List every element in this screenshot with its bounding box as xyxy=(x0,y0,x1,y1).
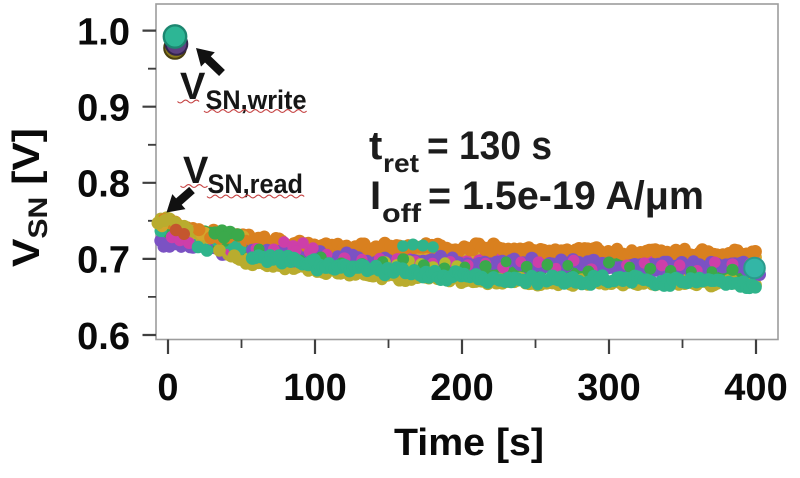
svg-text:400: 400 xyxy=(724,367,787,409)
svg-text:I: I xyxy=(370,174,381,218)
svg-text:1.0: 1.0 xyxy=(77,11,130,53)
svg-text:300: 300 xyxy=(577,367,640,409)
svg-text:0.6: 0.6 xyxy=(77,316,130,358)
svg-text:= 130 s: = 130 s xyxy=(427,124,552,168)
svg-text:t: t xyxy=(369,124,382,168)
svg-text:VSN [V]: VSN [V] xyxy=(6,128,53,267)
svg-text:ret: ret xyxy=(383,148,419,178)
svg-text:0.8: 0.8 xyxy=(77,164,130,206)
svg-text:SN,read: SN,read xyxy=(208,169,304,199)
svg-text:Time [s]: Time [s] xyxy=(394,422,544,464)
svg-text:0.7: 0.7 xyxy=(77,240,130,282)
svg-text:100: 100 xyxy=(283,367,346,409)
svg-text:200: 200 xyxy=(430,367,493,409)
svg-text:= 1.5e-19 A/μm: = 1.5e-19 A/μm xyxy=(428,174,704,218)
svg-text:off: off xyxy=(382,198,421,228)
svg-text:0: 0 xyxy=(157,367,178,409)
svg-text:0.9: 0.9 xyxy=(77,88,130,130)
